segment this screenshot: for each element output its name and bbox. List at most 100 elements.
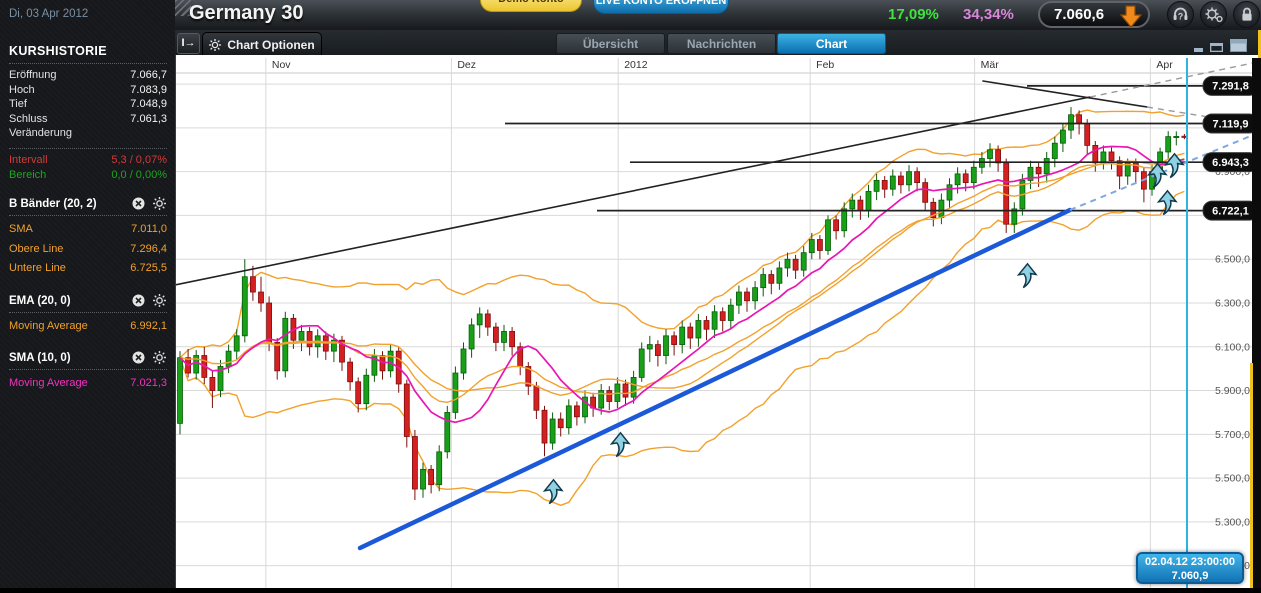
kurshistorie-row: Hoch 7.083,9 <box>9 83 167 98</box>
ascending-wedge-line <box>174 96 1091 286</box>
up-arrow-icon <box>1156 189 1178 216</box>
indicator-row: Obere Line 7.296,4 <box>9 240 167 260</box>
header-stripes-decoration <box>175 0 191 16</box>
svg-text:Feb: Feb <box>816 59 834 71</box>
divider <box>9 215 167 217</box>
indicator-title: B Bänder (20, 2) <box>9 198 97 211</box>
change-row-value: 5,3 / 0,07% <box>111 153 167 166</box>
live-konto-button[interactable]: LIVE KONTO ERÖFFNEN <box>593 0 729 14</box>
lock-button[interactable] <box>1233 1 1260 28</box>
up-arrow-icon <box>1146 162 1168 189</box>
grid-layer <box>175 58 1253 588</box>
price-chart-canvas[interactable]: NovDez2012FebMärApr7.300,07.100,06.900,0… <box>174 55 1261 588</box>
svg-text:6.722,1: 6.722,1 <box>1212 205 1249 217</box>
svg-text:6.300,0: 6.300,0 <box>1215 297 1250 309</box>
indicator-row: Moving Average 7.021,3 <box>9 374 167 394</box>
indicator-row-label: SMA <box>9 223 33 236</box>
tab-uebersicht[interactable]: Übersicht <box>556 33 665 54</box>
chart-options-button[interactable]: Chart Optionen <box>202 32 322 56</box>
indicator-row-value: 7.296,4 <box>130 242 167 255</box>
change-rows: Intervall 5,3 / 0,07% Bereich 0,0 / 0,00% <box>9 153 167 182</box>
svg-text:7.291,8: 7.291,8 <box>1212 81 1249 93</box>
restore-icon[interactable] <box>1209 39 1224 57</box>
kurshistorie-rows: Eröffnung 7.066,7 Hoch 7.083,9 Tief 7.048,9 Sc… <box>9 68 167 141</box>
buy-signal-arrows <box>542 152 1185 505</box>
kurshistorie-row: Schluss 7.061,3 <box>9 112 167 127</box>
divider <box>9 369 167 371</box>
tab-nachrichten[interactable]: Nachrichten <box>667 33 776 54</box>
lock-icon <box>1241 7 1252 21</box>
maximize-icon[interactable] <box>1230 39 1247 57</box>
right-scroll-strip[interactable] <box>1252 58 1261 588</box>
kurshistorie-row-value: 7.061,3 <box>130 112 167 125</box>
indicator-row-label: Moving Average <box>9 319 88 332</box>
indicator-row-value: 7.021,3 <box>130 377 167 390</box>
svg-text:5.900,0: 5.900,0 <box>1215 385 1250 397</box>
svg-text:5.700,0: 5.700,0 <box>1215 429 1250 441</box>
indicator-row: Moving Average 6.992,1 <box>9 317 167 337</box>
change-row-label: Intervall <box>9 153 48 166</box>
divider <box>9 147 167 149</box>
collapse-sidebar-button[interactable]: I→ <box>177 33 200 54</box>
chart-svg[interactable]: NovDez2012FebMärApr7.300,07.100,06.900,0… <box>174 55 1261 588</box>
divider <box>9 311 167 313</box>
svg-text:2012: 2012 <box>624 59 648 71</box>
indicator-header: EMA (20, 0) <box>9 293 167 309</box>
minimize-icon[interactable] <box>1194 39 1203 57</box>
tab-chart[interactable]: Chart <box>777 33 886 54</box>
price-down-arrow-icon <box>1119 5 1143 30</box>
gear-icon <box>209 38 222 51</box>
demo-konto-button[interactable]: Demo Konto <box>480 0 582 12</box>
help-support-button[interactable]: ? <box>1167 1 1194 28</box>
svg-text:5.500,0: 5.500,0 <box>1215 473 1250 485</box>
remove-indicator-icon[interactable] <box>132 294 146 308</box>
svg-text:5.300,0: 5.300,0 <box>1215 516 1250 528</box>
percentage-green: 17,09% <box>888 6 939 23</box>
up-arrow-icon <box>609 431 631 458</box>
instrument-title: Germany 30 <box>189 2 304 24</box>
sidebar-date: Di, 03 Apr 2012 <box>9 8 89 20</box>
tooltip-time: 02.04.12 23:00:00 <box>1145 556 1235 568</box>
window-edge-highlight <box>1258 30 1261 58</box>
panel-divider <box>175 55 176 588</box>
indicator-row-label: Untere Line <box>9 262 66 275</box>
headset-question-icon: ? <box>1173 7 1188 22</box>
up-arrow-icon <box>542 478 564 505</box>
kurshistorie-row: Tief 7.048,9 <box>9 97 167 112</box>
sell-price-button[interactable]: 7.060,6 <box>1038 1 1150 28</box>
settings-button[interactable] <box>1200 1 1227 28</box>
remove-indicator-icon[interactable] <box>132 197 146 211</box>
indicator-settings-icon[interactable] <box>153 197 167 211</box>
remove-indicator-icon[interactable] <box>132 351 146 365</box>
indicator-title: EMA (20, 0) <box>9 294 71 307</box>
up-arrow-icon <box>1163 152 1185 179</box>
kurshistorie-row-value: 7.066,7 <box>130 69 167 81</box>
annotation-layer <box>174 61 1259 551</box>
percentage-pink: 34,34% <box>963 6 1014 23</box>
kurshistorie-row-label: Tief <box>9 98 27 111</box>
current-price: 7.060,6 <box>1054 6 1105 23</box>
indicator-header: B Bänder (20, 2) <box>9 196 167 212</box>
kurshistorie-row-value: 7.048,9 <box>130 98 167 111</box>
svg-text:Mär: Mär <box>981 59 1000 71</box>
indicator-sections: B Bänder (20, 2) SMA 7.011,0 Obere Line 7.29… <box>9 196 167 394</box>
moving-average-lines <box>179 145 1185 424</box>
indicator-row: SMA 7.011,0 <box>9 220 167 240</box>
svg-text:Nov: Nov <box>272 59 291 71</box>
last-price-tooltip: 02.04.12 23:00:00 7.060,9 <box>1136 552 1244 584</box>
svg-text:7.119,9: 7.119,9 <box>1212 118 1248 130</box>
indicator-row-value: 6.725,5 <box>130 262 167 275</box>
kurshistorie-title: KURSHISTORIE <box>9 44 107 58</box>
svg-text:Dez: Dez <box>457 59 476 71</box>
price-pill-labels: 7.291,8 7.119,9 6.943,3 6.722,1 <box>1202 75 1259 221</box>
indicator-row-value: 6.992,1 <box>130 319 167 332</box>
indicator-settings-icon[interactable] <box>153 293 167 308</box>
indicator-row: Untere Line 6.725,5 <box>9 259 167 279</box>
indicator-title: SMA (10, 0) <box>9 352 71 365</box>
change-row-value: 0,0 / 0,00% <box>111 168 167 181</box>
indicator-settings-icon[interactable] <box>153 351 167 365</box>
kurshistorie-row: Veränderung <box>9 126 167 141</box>
divider <box>9 63 167 64</box>
up-arrow-icon <box>1016 262 1038 289</box>
